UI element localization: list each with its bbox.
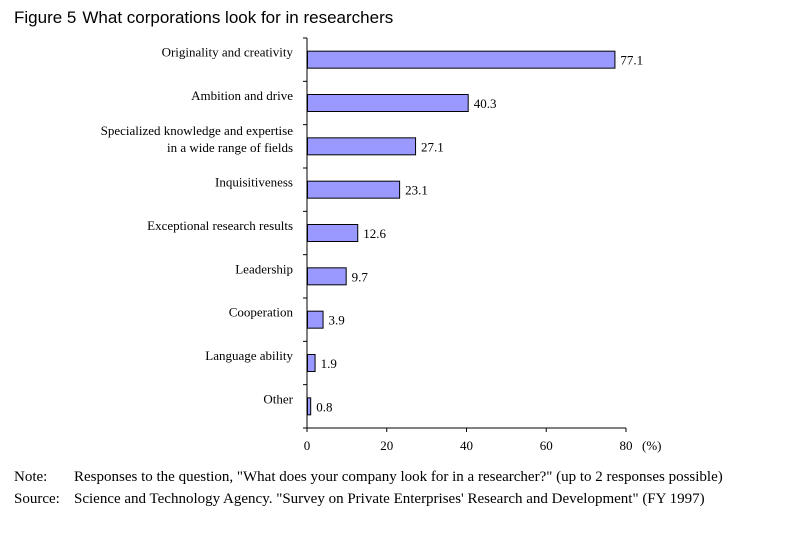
- category-label: Exceptional research results: [147, 218, 293, 233]
- notes: Note: Responses to the question, "What d…: [14, 468, 774, 512]
- x-tick-label: 20: [380, 438, 393, 453]
- category-label: Other: [263, 391, 293, 406]
- bar-chart: 0 20 40 60 80 (%) 77.1 Originality and creativi…: [101, 37, 662, 453]
- bar: [307, 94, 469, 112]
- category-label: Language ability: [205, 348, 293, 363]
- bar: [307, 137, 417, 156]
- bar: [307, 224, 359, 242]
- bar: [307, 267, 347, 286]
- bar-value-label: 0.8: [316, 399, 332, 414]
- bar-value-label: 1.9: [321, 356, 337, 371]
- bar-value-label: 23.1: [405, 183, 428, 198]
- bar-value-label: 27.1: [421, 139, 444, 154]
- category-label: Originality and creativity: [162, 45, 294, 60]
- figure-title: What corporations look for in researcher…: [82, 8, 394, 27]
- bar-value-label: 40.3: [474, 96, 497, 111]
- source-text: Science and Technology Agency. "Survey o…: [74, 491, 705, 507]
- bar-value-label: 12.6: [363, 226, 386, 241]
- note-text: Responses to the question, "What does yo…: [74, 469, 723, 485]
- bar: [307, 354, 316, 372]
- bar-value-label: 77.1: [620, 53, 643, 68]
- source-row: Source: Science and Technology Agency. "…: [14, 490, 774, 508]
- category-label: Cooperation: [229, 305, 294, 320]
- bar: [307, 397, 312, 416]
- figure-number: Figure 5: [14, 8, 77, 27]
- note-row: Note: Responses to the question, "What d…: [14, 468, 774, 486]
- x-tick-label: 40: [460, 438, 473, 453]
- x-unit-label: (%): [642, 438, 662, 453]
- category-label: Ambition and drive: [191, 88, 293, 103]
- category-label: Inquisitiveness: [215, 175, 293, 190]
- bar-value-label: 9.7: [352, 269, 369, 284]
- category-label: Leadership: [235, 261, 293, 276]
- x-tick-label: 0: [304, 438, 311, 453]
- x-tick-label: 80: [620, 438, 633, 453]
- bar: [307, 50, 616, 69]
- note-label: Note:: [14, 469, 48, 485]
- x-tick-label: 60: [540, 438, 553, 453]
- chart-title: Figure 5 What corporations look for in re…: [14, 8, 393, 28]
- category-label: Specialized knowledge and expertise: [101, 123, 294, 138]
- bar-value-label: 3.9: [329, 313, 345, 328]
- category-label: in a wide range of fields: [167, 140, 293, 155]
- bar: [307, 180, 401, 199]
- source-label: Source:: [14, 491, 60, 507]
- bar: [307, 310, 324, 329]
